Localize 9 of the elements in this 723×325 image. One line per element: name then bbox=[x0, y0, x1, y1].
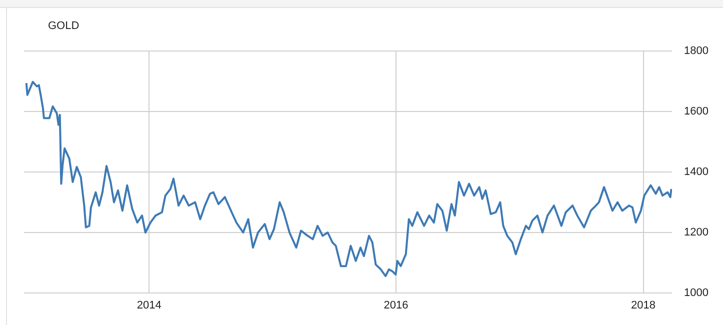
y-tick-label: 1400 bbox=[684, 166, 708, 178]
x-tick-label: 2018 bbox=[631, 300, 656, 312]
y-tick-label: 1000 bbox=[684, 287, 708, 300]
x-tick-label: 2016 bbox=[384, 300, 408, 312]
y-tick-label: 1200 bbox=[684, 226, 708, 239]
y-tick-label: 1600 bbox=[684, 106, 708, 118]
y-tick-label: 1800 bbox=[684, 45, 708, 58]
chart-title: GOLD bbox=[48, 20, 80, 32]
x-tick-label: 2014 bbox=[136, 300, 162, 312]
